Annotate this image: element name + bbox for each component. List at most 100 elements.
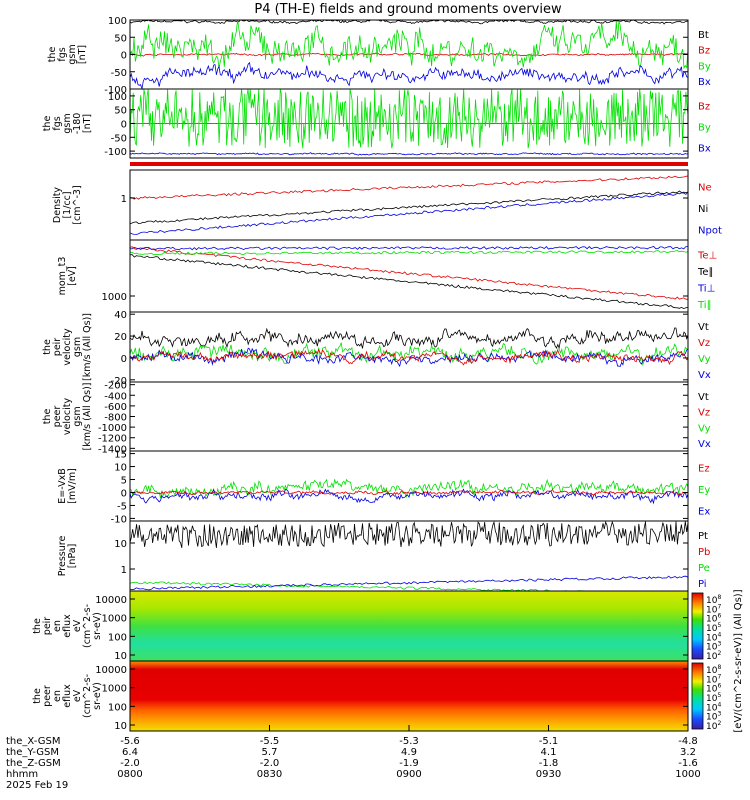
legend-entry: Pi <box>698 579 707 590</box>
ytick-label: 10000 <box>95 665 127 676</box>
ylabel-line: peir <box>42 617 53 636</box>
ylabel-line: the <box>42 116 53 132</box>
ytick-label: -5 <box>117 501 127 512</box>
ylabel-line: Density <box>52 187 63 223</box>
frame-temperature <box>129 239 689 313</box>
time-axis-label: hhmm <box>6 769 38 780</box>
ytick-label: -50 <box>111 133 127 144</box>
series-peir_velocity-Vz <box>129 348 689 366</box>
time-tick-label: 0900 <box>396 769 421 780</box>
ylabel-line: [nPa] <box>67 544 78 569</box>
date-label: 2025 Feb 19 <box>6 780 68 791</box>
ylabel-line: [nT] <box>77 45 88 64</box>
ephemeris-value: 3.2 <box>680 747 696 758</box>
ytick-label: -1400 <box>98 444 127 455</box>
ylabel-line: sr-eV) <box>92 682 103 710</box>
legend-entry: Vy <box>698 423 711 434</box>
legend-entry: Pb <box>698 547 710 558</box>
time-axis: the_X-GSM -5.6 -5.5 -5.3 -5.1 -4.8 the_Y-GSM 6.… <box>6 725 701 791</box>
ylabel-line: gsm <box>72 406 83 426</box>
ylabel-line: fgs <box>52 116 63 130</box>
ephemeris-value: -2.0 <box>120 758 140 769</box>
series-density-Npot <box>129 191 689 235</box>
ylabel-line: [km/s (All Qs)] <box>82 383 93 451</box>
ylabel-line: the <box>42 409 53 425</box>
ytick-label: 20 <box>114 332 127 343</box>
panel-fgs_clipped: 100 50 0 -50 -100 the fgs gsm -180 [nT] Bz By Bx <box>42 88 711 166</box>
panel-peir_velocity: 40 20 0 -20 the peir velocity gsm [km/s (All Qs)… <box>42 310 711 387</box>
ylabel-line: (cm^2-s- <box>82 604 93 648</box>
legend-entry: By <box>698 61 711 72</box>
legend-entry: By <box>698 123 711 134</box>
series-peir_velocity-Vy <box>129 342 689 367</box>
ephemeris-value: 6.4 <box>122 747 138 758</box>
ytick-label: -100 <box>104 147 127 158</box>
panel-pressure: 10 1 Pressure [nPa] Pt Pb Pe Pi <box>57 520 710 592</box>
ylabel-line: velocity <box>62 328 73 366</box>
ylabel-line: en <box>52 620 63 632</box>
legend-entry: Ni <box>698 204 708 215</box>
series-fgs_clipped-Bx <box>129 152 689 156</box>
ylabel-line: eflux <box>62 614 73 638</box>
ytick-label: -400 <box>104 391 127 402</box>
legend-entry: Pe <box>698 563 710 574</box>
legend-entry: Bz <box>698 46 710 57</box>
ylabel-line: the <box>47 47 58 63</box>
ytick-label: 0 <box>121 354 127 365</box>
ytick-label: -100 <box>104 85 127 96</box>
spectrogram-peir_eflux <box>130 591 688 661</box>
series-pressure-Pt <box>129 520 689 548</box>
series-temperature-Te⊥ <box>129 246 689 300</box>
legend-entry: Te⊥ <box>697 250 717 261</box>
ephemeris-value: -5.1 <box>539 736 559 747</box>
ephemeris-value: 4.9 <box>401 747 417 758</box>
ephemeris-value: -2.0 <box>260 758 280 769</box>
panel-peer_eflux: 10000 1000 100 10 the peer en eflux eV (cm^2-s-sr… <box>32 660 721 732</box>
spectrogram-peer_eflux <box>130 661 688 731</box>
ytick-label: 0 <box>121 51 127 62</box>
ephemeris-name: the_Y-GSM <box>6 747 59 758</box>
ylabel-line: the <box>32 688 43 704</box>
ytick-label: 10000 <box>95 595 127 606</box>
ylabel-line: gsm <box>67 44 78 64</box>
ephemeris-value: -1.9 <box>399 758 419 769</box>
ytick-label: 5 <box>121 476 127 487</box>
ytick-label: 1000 <box>102 614 127 625</box>
panel-fgs: 100 50 0 -50 -100 the fgs gsm [nT] Bt Bz By Bx <box>47 16 711 96</box>
legend-entry: Ti∥ <box>697 300 712 311</box>
ylabel-line: eflux <box>62 684 73 708</box>
frame-peer_velocity <box>129 381 689 452</box>
ytick-label: 0 <box>121 120 127 131</box>
legend-entry: Vz <box>698 338 710 349</box>
legend-entry: Vt <box>698 392 709 403</box>
time-tick-label: 0830 <box>257 769 282 780</box>
ylabel-line: gsm <box>62 113 73 133</box>
series-efield-Ey <box>129 478 689 499</box>
ylabel-line: sr-eV) <box>92 612 103 640</box>
legend-entry: Bz <box>698 102 710 113</box>
ytick-label: 50 <box>114 106 127 117</box>
saturation-bar <box>130 162 688 166</box>
ylabel-line: en <box>52 690 63 702</box>
series-fgs-Bt <box>129 19 688 25</box>
ephemeris-value: 4.1 <box>541 747 557 758</box>
ylabel-line: the <box>42 339 53 355</box>
ylabel-line: -180 <box>72 113 83 135</box>
legend-entry: Vy <box>698 354 711 365</box>
legend-entry: Vz <box>698 408 710 419</box>
series-density-Ne <box>129 175 689 200</box>
ylabel-line: mom_t3 <box>57 257 68 296</box>
ytick-label: -20 <box>111 376 127 387</box>
ytick-label: 10 <box>114 651 127 662</box>
colorbar <box>691 592 704 660</box>
ylabel-line: (cm^2-s- <box>82 674 93 718</box>
panel-efield: 15 10 50 -5 -10 E=-VxB [mV/m] Ez Ey Ex <box>57 450 710 526</box>
ytick-label: 10 <box>114 539 127 550</box>
ytick-label: 100 <box>108 92 127 103</box>
ylabel-line: [1/cc] <box>62 191 73 218</box>
legend-entry: Ey <box>698 485 710 496</box>
series-fgs_clipped-By <box>129 88 689 149</box>
series-density-Ni <box>129 190 689 225</box>
ytick-label: -1000 <box>98 423 127 434</box>
